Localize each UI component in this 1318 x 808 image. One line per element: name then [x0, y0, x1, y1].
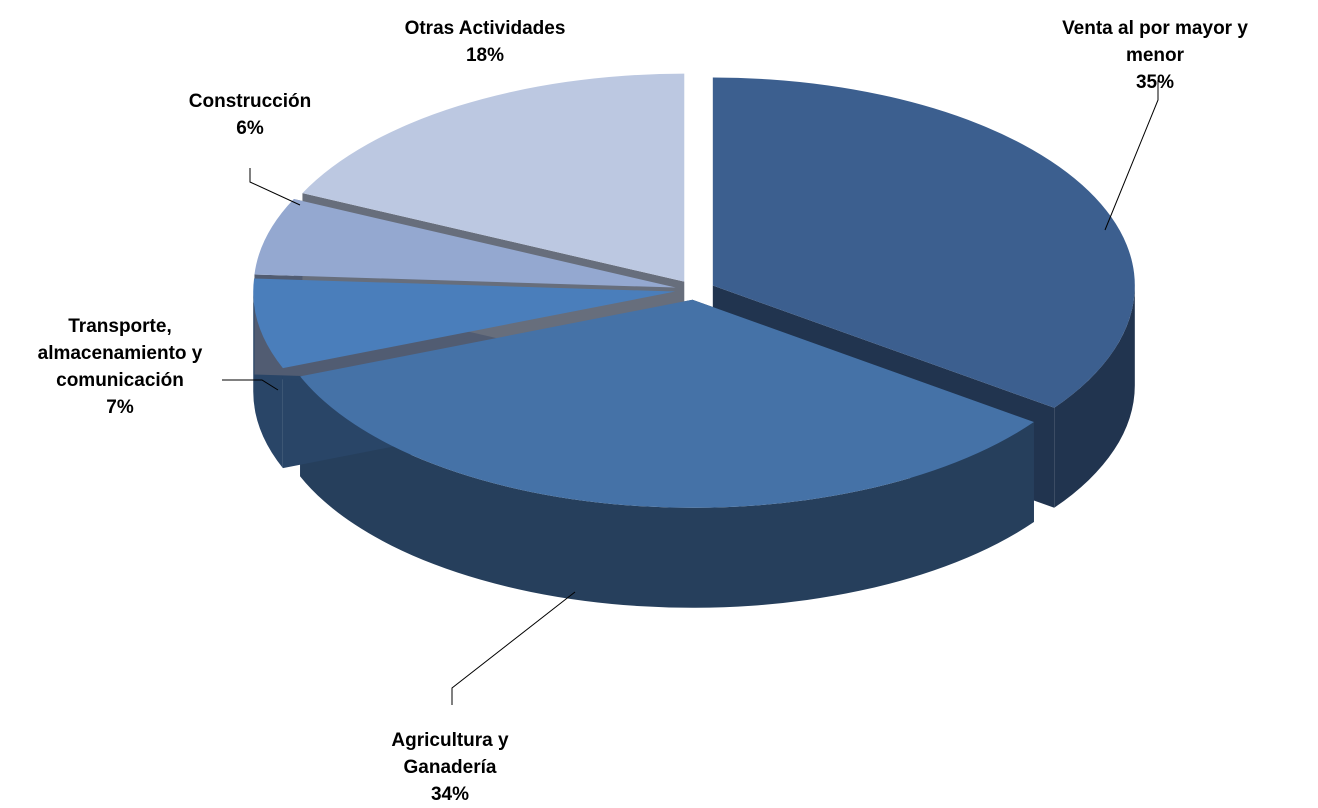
label-name: Transporte, almacenamiento y comunicació… — [37, 316, 203, 391]
label-name: Agricultura y Ganadería — [391, 730, 509, 778]
label-value: 34% — [430, 784, 470, 805]
data-label: Otras Actividades 18% — [385, 15, 585, 69]
leader-line — [222, 379, 279, 391]
label-value: 18% — [465, 45, 505, 66]
leader-line — [451, 591, 576, 705]
label-name: Otras Actividades — [404, 18, 566, 39]
slice-side — [1054, 285, 1135, 508]
leader-line — [1104, 80, 1159, 231]
slice — [253, 278, 676, 369]
label-value: 6% — [236, 118, 264, 139]
data-label: Construcción 6% — [150, 88, 350, 142]
label-value: 35% — [1135, 72, 1175, 93]
label-name: Construcción — [188, 91, 312, 112]
slice — [254, 198, 676, 288]
pie-area — [222, 73, 1159, 705]
label-name: Venta al por mayor y menor — [1062, 18, 1248, 66]
slice — [712, 77, 1135, 408]
slice-side — [300, 376, 1034, 608]
slice — [302, 73, 685, 282]
data-label: Agricultura y Ganadería 34% — [350, 727, 550, 808]
chart: Venta al por mayor y menor 35% Agricultura… — [20, 15, 1255, 805]
label-value: 7% — [106, 397, 134, 418]
data-label: Transporte, almacenamiento y comunicació… — [20, 313, 220, 421]
slice — [300, 299, 1034, 508]
data-label: Venta al por mayor y menor 35% — [1055, 15, 1255, 96]
leader-line — [249, 168, 301, 206]
